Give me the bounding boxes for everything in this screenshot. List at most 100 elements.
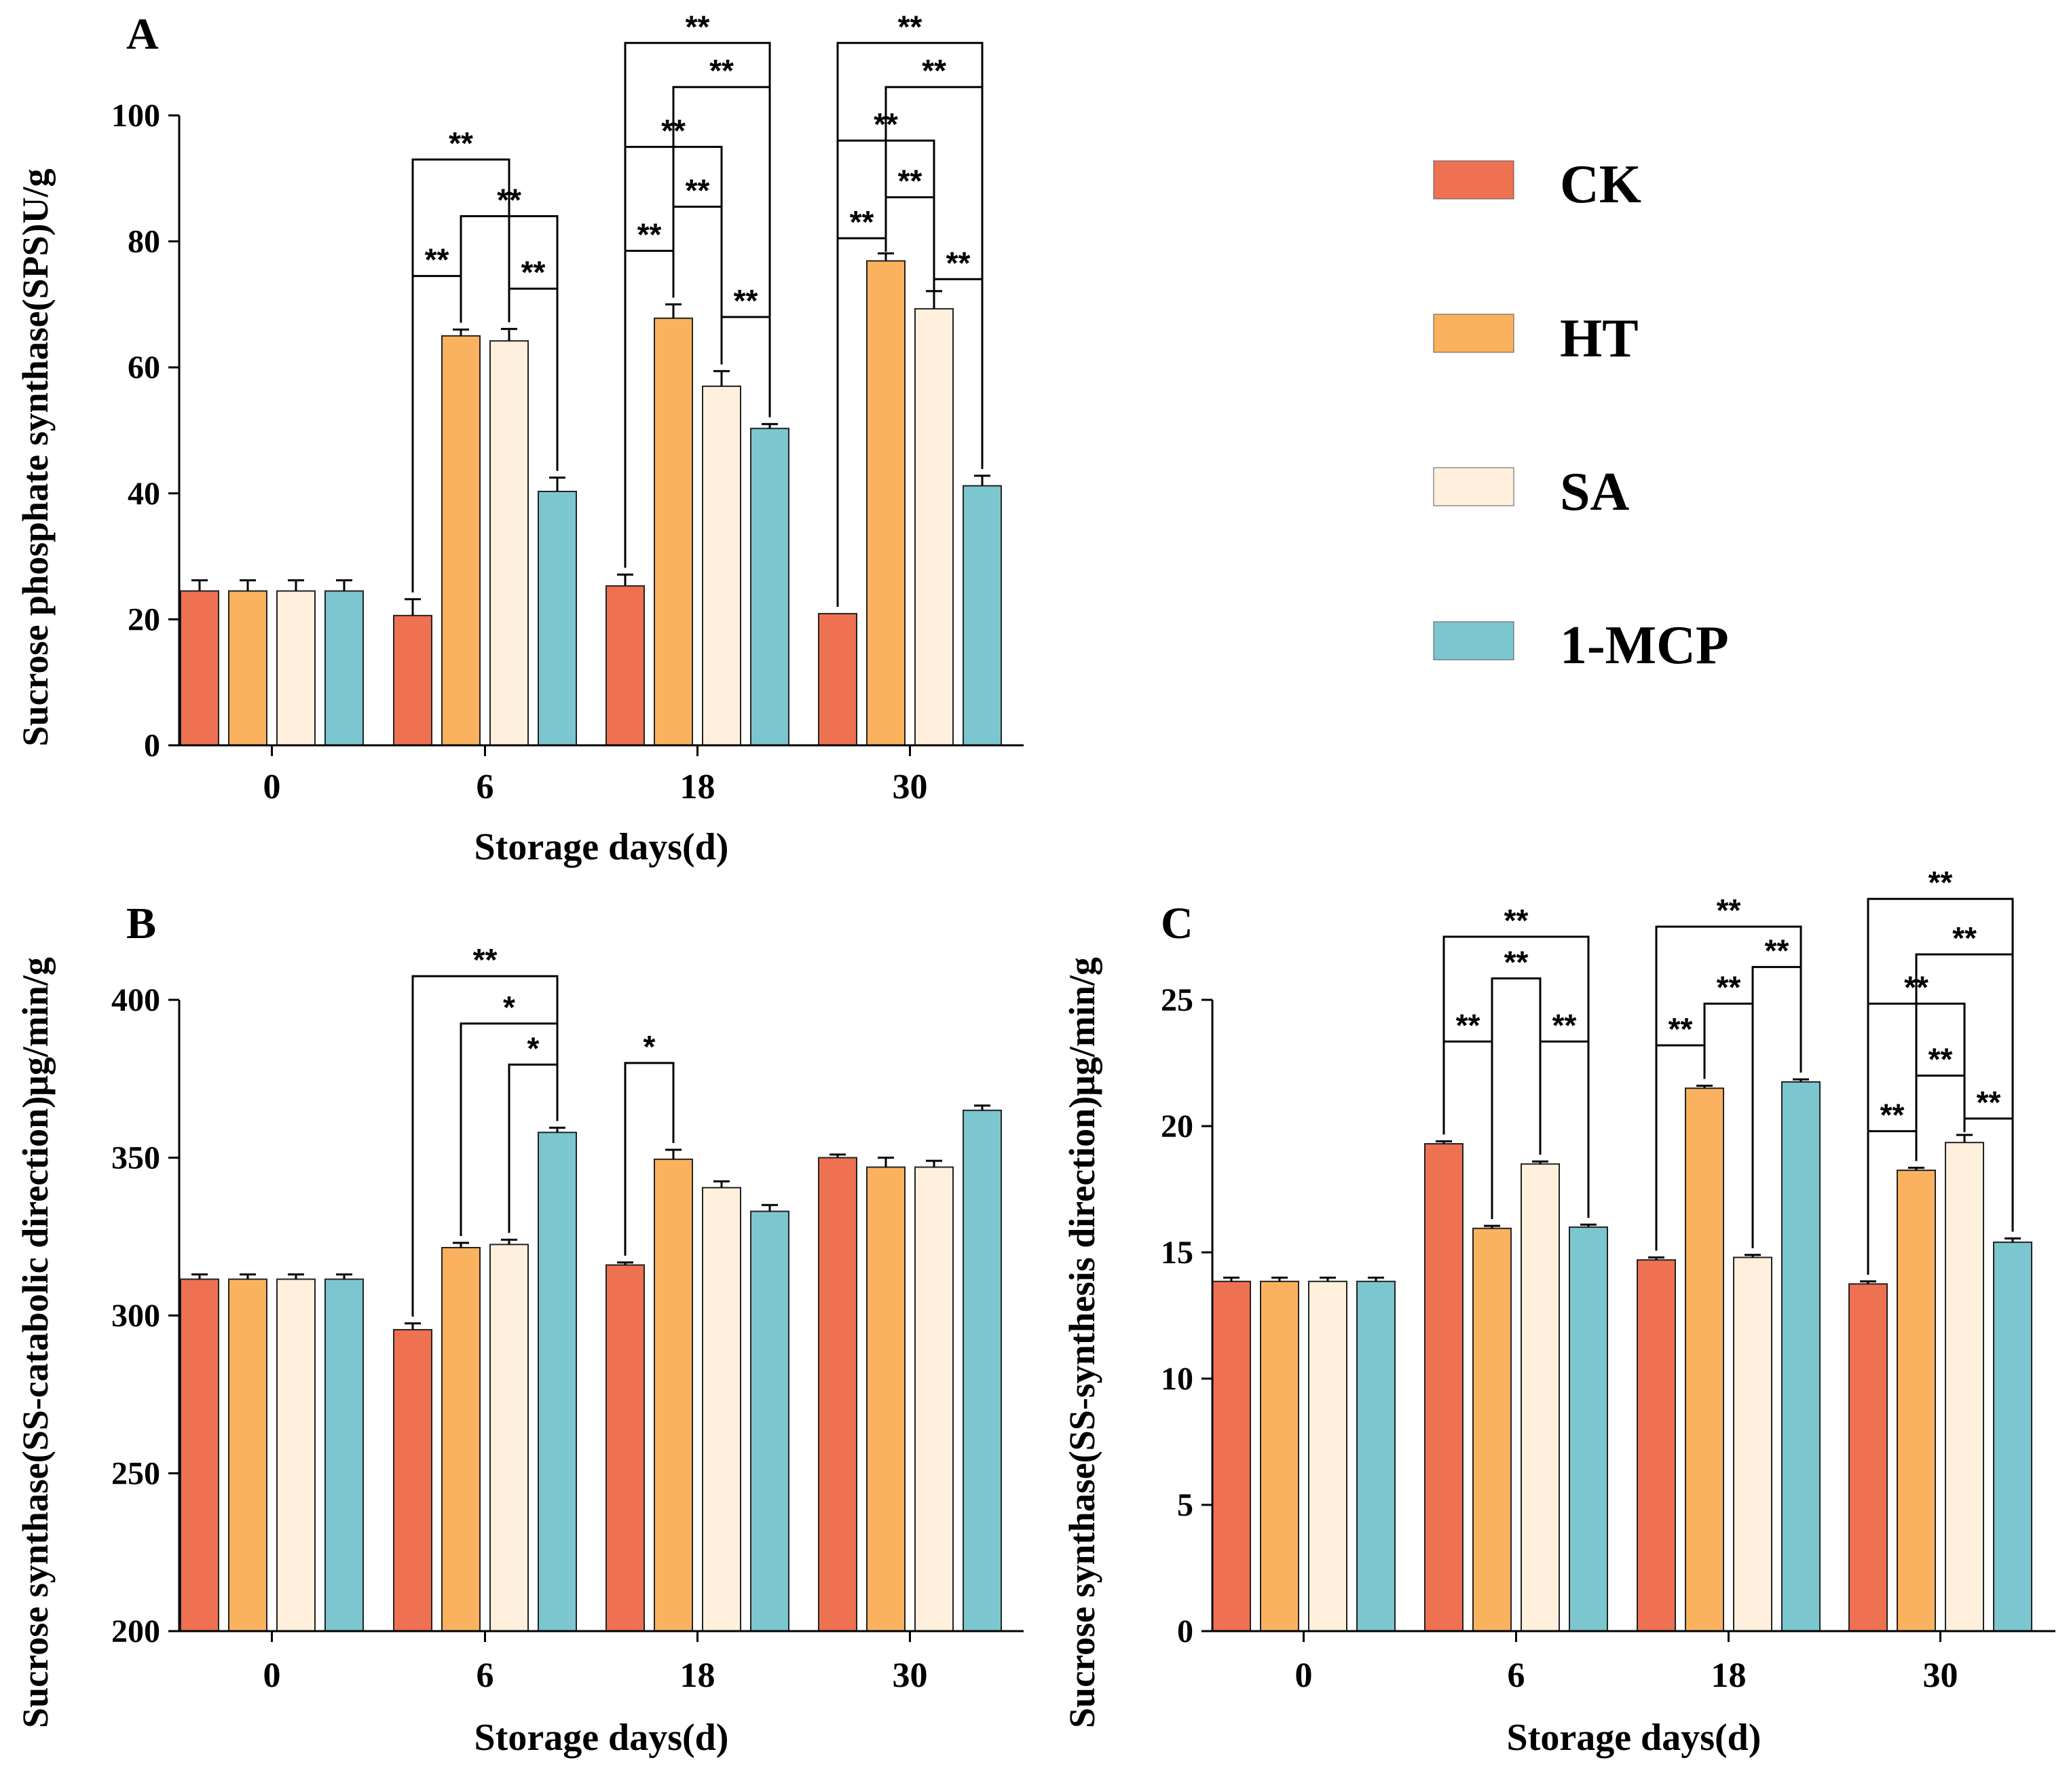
bar-sa-day-0 — [276, 1278, 316, 1632]
significance-label: * — [527, 1030, 540, 1066]
bar-1-mcp-day-6 — [538, 491, 577, 746]
bar-ck-day-30 — [1848, 1283, 1888, 1632]
bar-ck-day-6 — [393, 1328, 432, 1632]
y-tick-label: 300 — [111, 1298, 160, 1334]
y-tick-label: 400 — [111, 982, 160, 1018]
y-tick-label: 0 — [144, 728, 160, 764]
bar-ck-day-0 — [1212, 1280, 1251, 1632]
significance-label: ** — [425, 242, 449, 278]
legend-label-sa: SA — [1560, 462, 1629, 522]
significance-label: ** — [1669, 1011, 1693, 1047]
bar-sa-day-18 — [1733, 1256, 1772, 1632]
significance-label: ** — [1977, 1085, 2001, 1120]
bar-ht-day-30 — [866, 260, 906, 747]
significance-label: ** — [1765, 933, 1789, 969]
bar-ht-day-0 — [228, 590, 267, 747]
significance-label: * — [644, 1029, 656, 1064]
bar-sa-day-30 — [914, 1166, 954, 1632]
bar-ht-day-18 — [1685, 1087, 1724, 1632]
bar-1-mcp-day-30 — [963, 1109, 1002, 1632]
x-tick-label: 6 — [477, 1656, 494, 1695]
y-tick-label: 5 — [1177, 1487, 1193, 1523]
y-tick-label: 350 — [111, 1140, 160, 1176]
y-tick-label: 0 — [1177, 1613, 1193, 1649]
bar-1-mcp-day-6 — [538, 1132, 577, 1632]
significance-label: ** — [898, 9, 922, 44]
bar-ck-day-18 — [605, 1264, 645, 1632]
legend-label-1-mcp: 1-MCP — [1560, 616, 1729, 675]
bar-sa-day-18 — [702, 386, 741, 746]
x-tick-label: 6 — [477, 768, 494, 806]
y-tick-label: 20 — [128, 601, 160, 637]
bar-ht-day-0 — [228, 1278, 267, 1632]
bar-sa-day-0 — [276, 590, 316, 747]
bar-ck-day-0 — [180, 1278, 219, 1632]
significance-label: ** — [1504, 944, 1529, 979]
significance-label: ** — [449, 126, 473, 161]
significance-label: ** — [734, 283, 758, 318]
panel-letter: A — [126, 10, 159, 59]
bar-1-mcp-day-18 — [1781, 1081, 1821, 1632]
significance-label: ** — [1456, 1007, 1480, 1043]
x-tick-label: 30 — [1923, 1656, 1958, 1695]
y-tick-label: 100 — [111, 98, 160, 134]
significance-bracket — [1491, 977, 1542, 1219]
x-tick-label: 18 — [1711, 1656, 1747, 1695]
x-tick-label: 0 — [263, 768, 281, 806]
y-tick-label: 20 — [1161, 1108, 1193, 1144]
legend-swatch-1-mcp — [1433, 621, 1514, 660]
significance-bracket — [836, 41, 984, 608]
significance-bracket — [624, 41, 771, 568]
bar-ht-day-6 — [441, 1247, 481, 1632]
significance-label: ** — [709, 53, 734, 88]
bar-ck-day-6 — [1424, 1143, 1464, 1632]
significance-label: ** — [686, 173, 710, 208]
significance-bracket — [1867, 897, 2014, 1275]
bar-ht-day-30 — [866, 1166, 906, 1632]
bar-ck-day-6 — [393, 614, 432, 746]
y-tick-label: 250 — [111, 1456, 160, 1492]
bar-ck-day-30 — [818, 1157, 857, 1632]
bar-1-mcp-day-6 — [1569, 1226, 1608, 1632]
significance-label: ** — [1928, 865, 1953, 900]
bar-1-mcp-day-0 — [1356, 1280, 1396, 1632]
legend: CK HT SA 1-MCP — [1433, 155, 1729, 675]
bar-1-mcp-day-0 — [324, 590, 364, 747]
bar-sa-day-30 — [914, 307, 954, 746]
significance-label: ** — [1952, 920, 1977, 956]
y-axis-title: Sucrose synthase(SS-catabolic direction)… — [15, 957, 56, 1728]
significance-label: ** — [473, 942, 498, 977]
bar-1-mcp-day-0 — [324, 1278, 364, 1632]
x-axis-title: Storage days(d) — [1507, 1717, 1762, 1759]
significance-label: ** — [1552, 1007, 1577, 1043]
bar-sa-day-6 — [1521, 1163, 1560, 1632]
x-tick-label: 30 — [893, 768, 928, 806]
significance-label: ** — [850, 204, 874, 240]
bar-ck-day-18 — [605, 585, 645, 746]
bar-sa-day-0 — [1308, 1280, 1347, 1632]
significance-label: ** — [1717, 893, 1741, 928]
x-axis-title: Storage days(d) — [474, 1717, 729, 1759]
significance-label: ** — [521, 255, 546, 290]
bar-1-mcp-day-30 — [1993, 1242, 2032, 1632]
panel-c: C 0 5 10 15 20 25 0 6 18 30 Storage days(d) Sucrose … — [1062, 865, 2055, 1759]
bar-1-mcp-day-18 — [750, 1210, 789, 1632]
significance-bracket — [624, 1062, 675, 1256]
x-tick-label: 18 — [680, 1656, 715, 1695]
bar-ht-day-30 — [1897, 1170, 1936, 1632]
bar-ht-day-6 — [1472, 1227, 1512, 1632]
bar-ht-day-18 — [654, 1158, 693, 1632]
y-tick-label: 10 — [1161, 1361, 1193, 1397]
significance-bracket — [411, 975, 559, 1317]
bar-ht-day-0 — [1260, 1280, 1299, 1632]
y-tick-label: 200 — [111, 1613, 160, 1649]
legend-swatch-ck — [1433, 160, 1514, 200]
y-tick-label: 80 — [128, 224, 160, 260]
bar-ht-day-6 — [441, 335, 481, 746]
bar-ck-day-30 — [818, 613, 857, 746]
significance-bracket — [1655, 925, 1802, 1251]
bar-sa-day-6 — [489, 340, 529, 746]
bar-ck-day-0 — [180, 590, 219, 747]
x-tick-label: 30 — [893, 1656, 928, 1695]
